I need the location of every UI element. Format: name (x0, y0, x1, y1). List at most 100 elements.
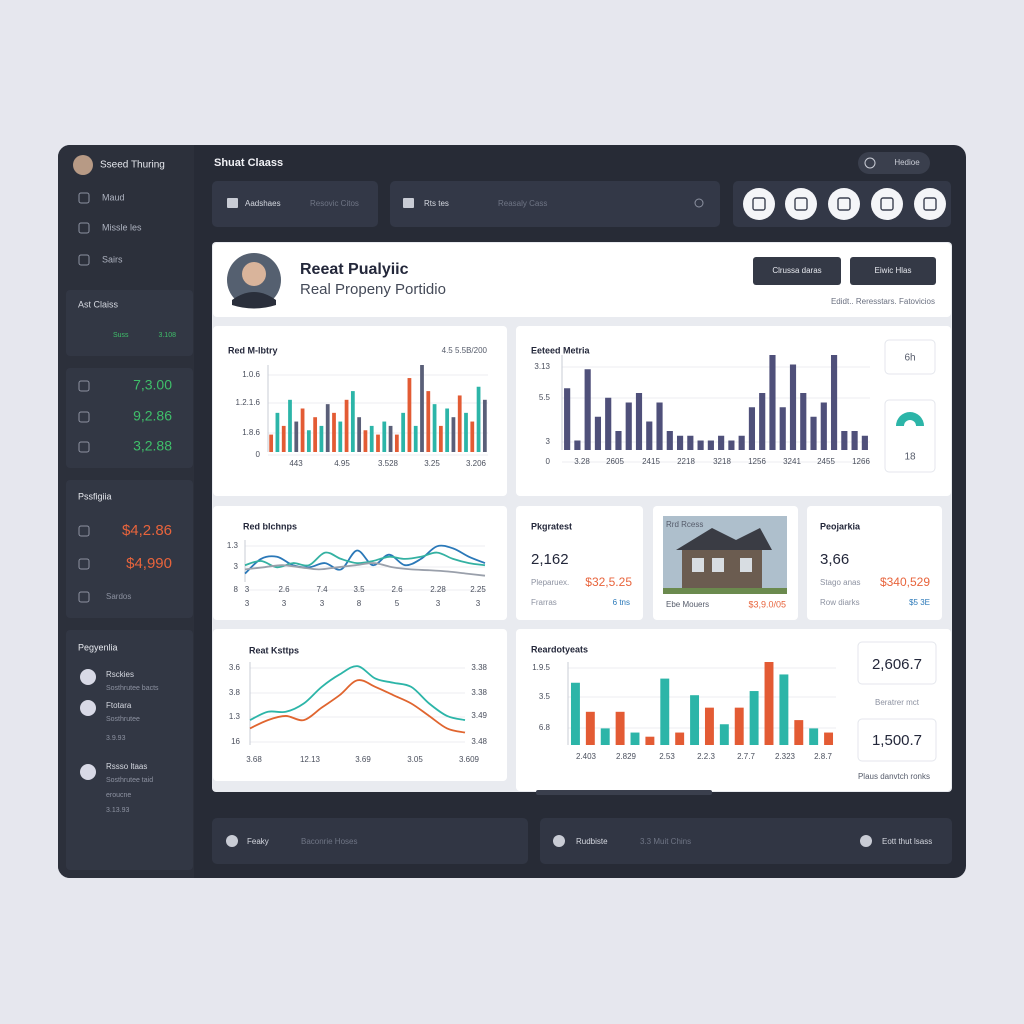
bar (630, 732, 640, 745)
icon-button[interactable] (828, 188, 860, 220)
text: 3 (245, 599, 250, 608)
bar (382, 421, 387, 452)
text: 3.206 (466, 459, 487, 468)
bar (687, 435, 694, 450)
side-icon (78, 441, 90, 453)
text: $4,2.86 (122, 522, 172, 539)
list-icon (80, 700, 96, 716)
bar (748, 407, 756, 450)
text: 2.6 (278, 585, 290, 594)
text: 9,2.86 (133, 408, 172, 424)
text: Real Propeny Portidio (300, 281, 446, 298)
scrollbar (536, 790, 712, 795)
text: Sosthrutee bacts (106, 685, 159, 692)
text: Sosthrutee taid (106, 777, 153, 784)
text: Red blchnps (243, 521, 297, 531)
text: 2.323 (775, 752, 796, 761)
footer-icon (553, 835, 565, 847)
text: Ftotara (106, 701, 132, 710)
bar (363, 430, 368, 452)
text: 3.13.93 (106, 807, 129, 814)
bar (734, 707, 744, 745)
text: 2455 (817, 457, 835, 466)
search-glyph (403, 198, 414, 208)
bar (300, 408, 305, 452)
bar (275, 412, 280, 452)
text: 3.9.93 (106, 735, 126, 742)
text: 6.8 (539, 723, 551, 732)
icon-button[interactable] (914, 188, 946, 220)
text: $5 3E (909, 598, 930, 607)
tile (858, 719, 936, 761)
text[interactable]: Hedioe (894, 158, 920, 167)
chart-card (516, 629, 951, 791)
roof (676, 528, 772, 550)
bar (728, 440, 735, 450)
side-icon (78, 591, 90, 603)
avatar-face (242, 262, 266, 286)
bar (338, 421, 343, 452)
text: Pleparuex. (531, 578, 569, 587)
text: $32,5.25 (585, 575, 632, 589)
chart-card (516, 326, 951, 496)
icon-button[interactable] (743, 188, 775, 220)
text: 2.403 (576, 752, 597, 761)
text: 3,66 (820, 551, 849, 568)
icon-button[interactable] (871, 188, 903, 220)
text: 2.25 (470, 585, 486, 594)
text: Ast Claiss (78, 299, 119, 309)
text: Missle les (102, 222, 142, 232)
bar (306, 430, 311, 452)
lawn (663, 588, 787, 594)
text: 1.3 (229, 712, 241, 721)
text[interactable]: Clrussa daras (772, 266, 821, 275)
footer-icon (226, 835, 238, 847)
text[interactable]: Eiwic Hlas (875, 266, 912, 275)
text: Sardos (106, 592, 131, 601)
text[interactable]: Eott thut lsass (882, 837, 932, 846)
bar (319, 425, 324, 452)
bar (482, 399, 487, 452)
text: Peojarkia (820, 521, 861, 531)
text: Rssso ltaas (106, 762, 147, 771)
line-series (249, 679, 466, 734)
bar (350, 391, 355, 452)
tile-shadow (884, 339, 936, 375)
avatar-suit (232, 292, 276, 309)
bar (789, 364, 797, 450)
search-icon (694, 198, 704, 208)
text: 3 (245, 585, 250, 594)
text: Stago anas (820, 578, 860, 587)
card (516, 506, 643, 620)
bar (470, 421, 475, 452)
text: 2.28 (430, 585, 446, 594)
bar (704, 707, 714, 745)
bar (764, 662, 774, 745)
text: Rts tes (424, 199, 449, 208)
text: 2.2.3 (697, 752, 715, 761)
text: 12.13 (300, 755, 321, 764)
icon-button[interactable] (785, 188, 817, 220)
text: Pssfigiia (78, 491, 112, 501)
chart-card (213, 326, 507, 496)
bar (820, 402, 827, 450)
text: 3.69 (355, 755, 371, 764)
icon-glyph (923, 197, 937, 211)
bar (800, 393, 807, 450)
text: Pkgratest (531, 521, 572, 531)
text: Rsckies (106, 670, 134, 679)
chart-card (213, 629, 507, 781)
bar (830, 355, 838, 450)
text: 8 (357, 599, 362, 608)
bar (313, 417, 318, 452)
footer-icon (860, 835, 872, 847)
bar (675, 732, 685, 745)
bar (646, 421, 653, 450)
text: Suss (113, 332, 129, 339)
footer-bar (540, 818, 952, 864)
donut (896, 412, 924, 426)
bar (718, 435, 725, 450)
bar (426, 391, 431, 452)
side-icon (78, 192, 90, 204)
bar (841, 431, 848, 450)
